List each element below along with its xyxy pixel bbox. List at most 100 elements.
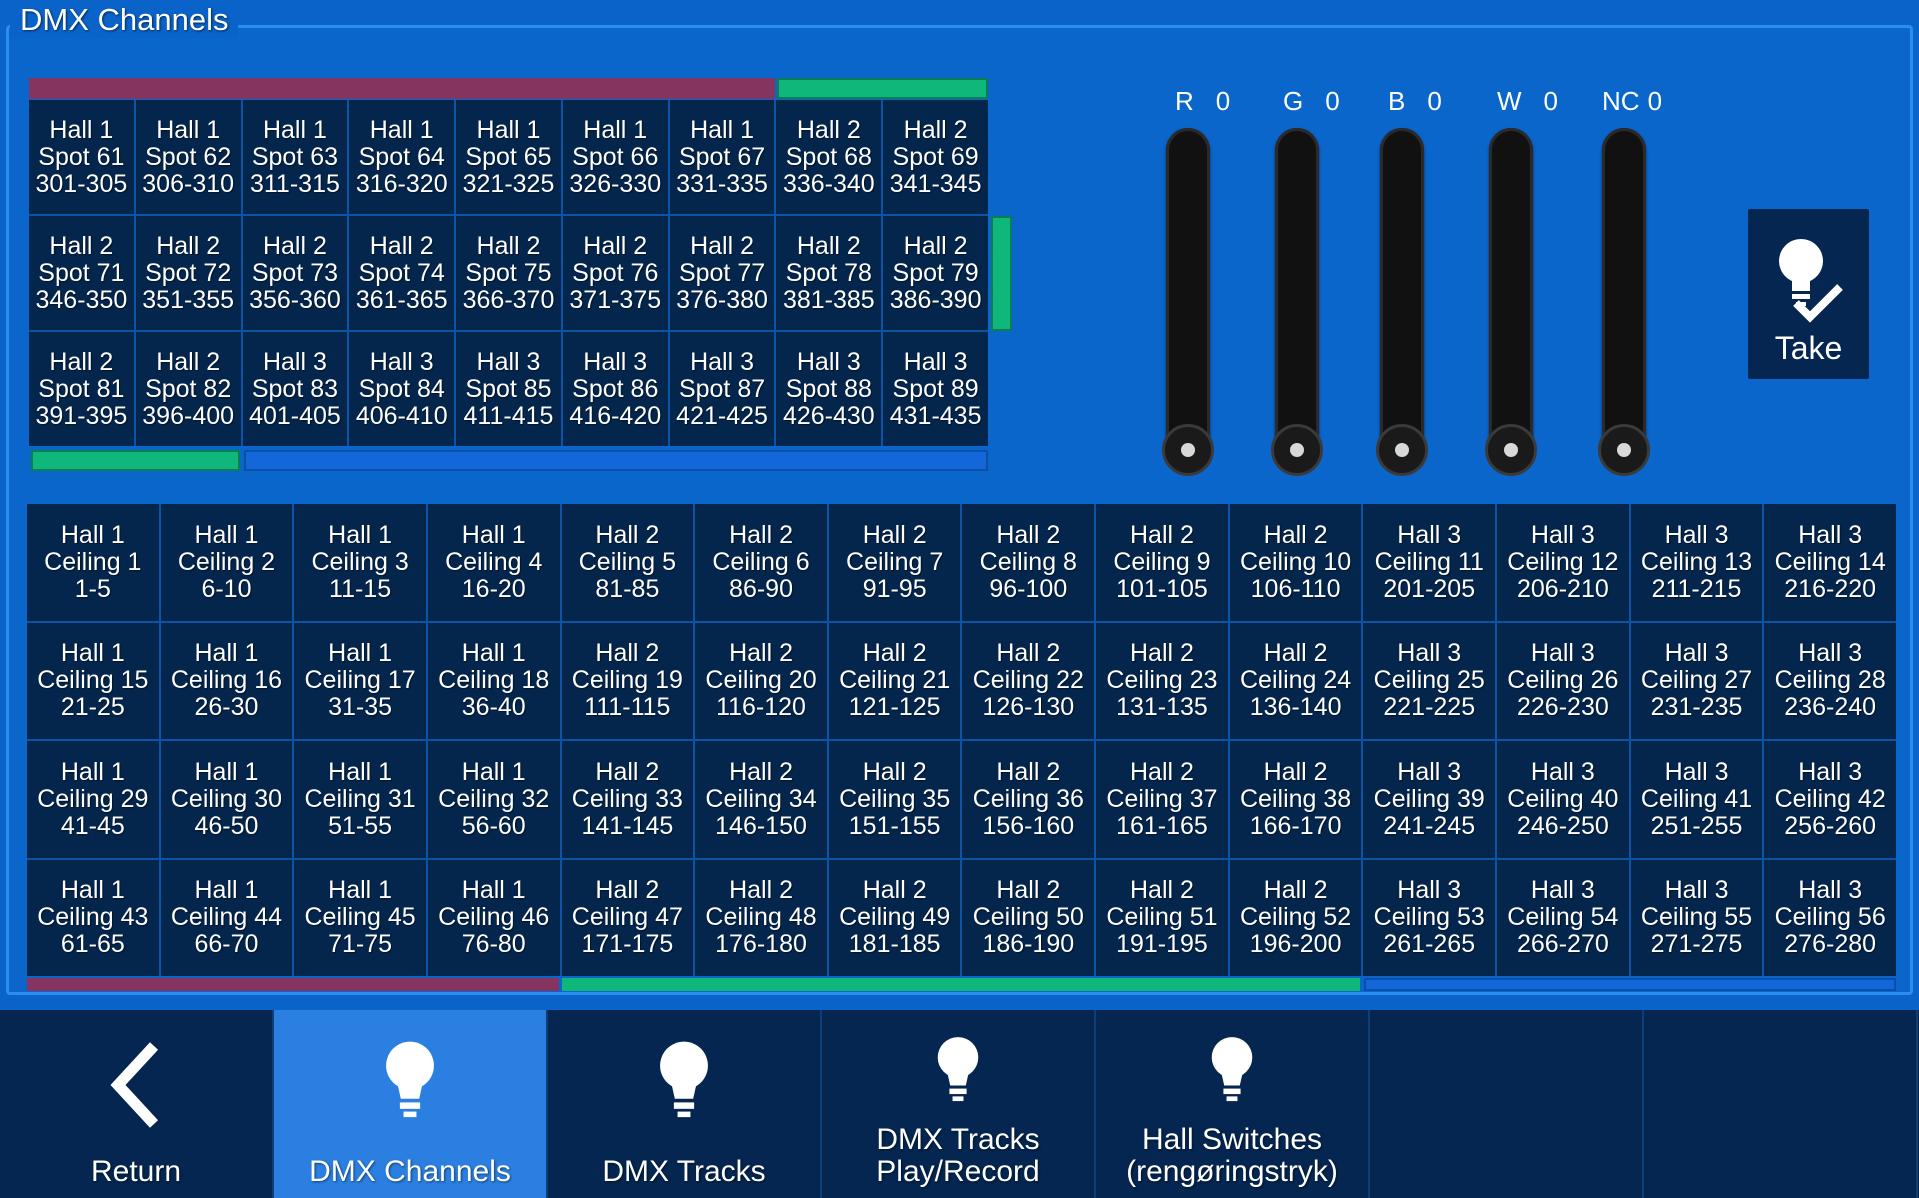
ceiling-channel-button[interactable]: Hall 2 Ceiling 9 101-105: [1096, 504, 1228, 621]
nav-dmx-tracks[interactable]: DMX Tracks: [548, 1010, 822, 1198]
ceiling-channel-button[interactable]: Hall 2 Ceiling 21 121-125: [828, 622, 961, 739]
ceiling-channel-button[interactable]: Hall 3 Ceiling 13 211-215: [1630, 504, 1763, 621]
spot-channel-button[interactable]: Hall 2 Spot 78 381-385: [776, 216, 882, 330]
ceiling-channel-button[interactable]: Hall 3 Ceiling 41 251-255: [1630, 741, 1763, 858]
ceiling-channel-button[interactable]: Hall 2 Ceiling 51 191-195: [1096, 859, 1228, 976]
ceiling-channel-button[interactable]: Hall 3 Ceiling 56 276-280: [1764, 859, 1896, 976]
ceiling-channel-button[interactable]: Hall 2 Ceiling 7 91-95: [828, 504, 961, 621]
spot-channel-button[interactable]: Hall 3 Spot 85 411-415: [456, 332, 561, 446]
ceiling-channel-button[interactable]: Hall 2 Ceiling 23 131-135: [1096, 622, 1228, 739]
spot-channel-button[interactable]: Hall 2 Spot 81 391-395: [29, 332, 134, 446]
slider-knob-w[interactable]: [1485, 424, 1537, 476]
ceiling-channel-button[interactable]: Hall 2 Ceiling 6 86-90: [695, 504, 827, 621]
nav-return[interactable]: Return: [0, 1010, 274, 1198]
spot-channel-button[interactable]: Hall 3 Spot 84 406-410: [349, 332, 455, 446]
ceiling-channel-button[interactable]: Hall 1 Ceiling 4 16-20: [427, 504, 560, 621]
spot-channel-button[interactable]: Hall 3 Spot 88 426-430: [776, 332, 882, 446]
ceiling-channel-button[interactable]: Hall 2 Ceiling 24 136-140: [1229, 622, 1362, 739]
ceiling-channel-button[interactable]: Hall 2 Ceiling 33 141-145: [561, 741, 694, 858]
ceiling-channel-button[interactable]: Hall 2 Ceiling 52 196-200: [1229, 859, 1362, 976]
spot-channel-button[interactable]: Hall 3 Spot 86 416-420: [562, 332, 668, 446]
ceiling-channel-button[interactable]: Hall 3 Ceiling 14 216-220: [1764, 504, 1896, 621]
spot-channel-button[interactable]: Hall 1 Spot 63 311-315: [242, 100, 348, 214]
slider-knob-b[interactable]: [1376, 424, 1428, 476]
nav-hall-switches[interactable]: Hall Switches (rengøringstryk): [1096, 1010, 1370, 1198]
ceiling-channel-button[interactable]: Hall 1 Ceiling 2 6-10: [160, 504, 293, 621]
ceiling-channel-button[interactable]: Hall 2 Ceiling 47 171-175: [561, 859, 694, 976]
ceiling-channel-button[interactable]: Hall 2 Ceiling 36 156-160: [962, 741, 1095, 858]
ceiling-channel-button[interactable]: Hall 1 Ceiling 43 61-65: [27, 859, 159, 976]
ceiling-channel-button[interactable]: Hall 1 Ceiling 46 76-80: [427, 859, 560, 976]
ceiling-channel-button[interactable]: Hall 3 Ceiling 11 201-205: [1363, 504, 1496, 621]
slider-track-r[interactable]: [1166, 128, 1210, 468]
spot-channel-button[interactable]: Hall 2 Spot 79 386-390: [883, 216, 988, 330]
spot-channel-button[interactable]: Hall 2 Spot 69 341-345: [883, 100, 988, 214]
ceiling-channel-button[interactable]: Hall 3 Ceiling 54 266-270: [1497, 859, 1629, 976]
ceiling-channel-button[interactable]: Hall 2 Ceiling 49 181-185: [828, 859, 961, 976]
spot-channel-button[interactable]: Hall 1 Spot 62 306-310: [135, 100, 241, 214]
ceiling-channel-button[interactable]: Hall 2 Ceiling 20 116-120: [695, 622, 827, 739]
slider-knob-g[interactable]: [1271, 424, 1323, 476]
ceiling-channel-button[interactable]: Hall 1 Ceiling 30 46-50: [160, 741, 293, 858]
ceiling-channel-button[interactable]: Hall 3 Ceiling 39 241-245: [1363, 741, 1496, 858]
ceiling-channel-button[interactable]: Hall 2 Ceiling 37 161-165: [1096, 741, 1228, 858]
ceiling-channel-button[interactable]: Hall 1 Ceiling 31 51-55: [294, 741, 426, 858]
slider-knob-nc[interactable]: [1598, 424, 1650, 476]
ceiling-channel-button[interactable]: Hall 2 Ceiling 34 146-150: [695, 741, 827, 858]
slider-track-g[interactable]: [1275, 128, 1319, 468]
ceiling-channel-button[interactable]: Hall 3 Ceiling 25 221-225: [1363, 622, 1496, 739]
ceiling-channel-button[interactable]: Hall 2 Ceiling 48 176-180: [695, 859, 827, 976]
nav-dmx-tracks[interactable]: DMX Tracks Play/Record: [822, 1010, 1096, 1198]
ceiling-channel-button[interactable]: Hall 1 Ceiling 1 1-5: [27, 504, 159, 621]
ceiling-channel-button[interactable]: Hall 1 Ceiling 15 21-25: [27, 622, 159, 739]
ceiling-channel-button[interactable]: Hall 3 Ceiling 12 206-210: [1497, 504, 1629, 621]
ceiling-channel-button[interactable]: Hall 1 Ceiling 45 71-75: [294, 859, 426, 976]
spot-channel-button[interactable]: Hall 1 Spot 67 331-335: [669, 100, 775, 214]
hall-label: Hall 1: [194, 639, 259, 668]
spot-channel-button[interactable]: Hall 2 Spot 75 366-370: [456, 216, 561, 330]
ceiling-channel-button[interactable]: Hall 2 Ceiling 19 111-115: [561, 622, 694, 739]
ceiling-channel-button[interactable]: Hall 2 Ceiling 10 106-110: [1229, 504, 1362, 621]
spot-channel-button[interactable]: Hall 2 Spot 68 336-340: [776, 100, 882, 214]
ceiling-channel-button[interactable]: Hall 1 Ceiling 44 66-70: [160, 859, 293, 976]
spot-channel-button[interactable]: Hall 2 Spot 76 371-375: [562, 216, 668, 330]
spot-channel-button[interactable]: Hall 2 Spot 71 346-350: [29, 216, 134, 330]
ceiling-channel-button[interactable]: Hall 2 Ceiling 35 151-155: [828, 741, 961, 858]
ceiling-channel-button[interactable]: Hall 1 Ceiling 32 56-60: [427, 741, 560, 858]
ceiling-channel-button[interactable]: Hall 1 Ceiling 17 31-35: [294, 622, 426, 739]
spot-channel-button[interactable]: Hall 1 Spot 66 326-330: [562, 100, 668, 214]
ceiling-channel-button[interactable]: Hall 2 Ceiling 22 126-130: [962, 622, 1095, 739]
spot-channel-button[interactable]: Hall 3 Spot 83 401-405: [242, 332, 348, 446]
ceiling-channel-button[interactable]: Hall 2 Ceiling 5 81-85: [561, 504, 694, 621]
ceiling-channel-button[interactable]: Hall 3 Ceiling 28 236-240: [1764, 622, 1896, 739]
ceiling-channel-button[interactable]: Hall 1 Ceiling 18 36-40: [427, 622, 560, 739]
ceiling-channel-button[interactable]: Hall 1 Ceiling 3 11-15: [294, 504, 426, 621]
spot-channel-button[interactable]: Hall 2 Spot 72 351-355: [135, 216, 241, 330]
spot-channel-button[interactable]: Hall 3 Spot 87 421-425: [669, 332, 775, 446]
slider-track-w[interactable]: [1489, 128, 1533, 468]
ceiling-channel-button[interactable]: Hall 3 Ceiling 40 246-250: [1497, 741, 1629, 858]
ceiling-channel-button[interactable]: Hall 3 Ceiling 27 231-235: [1630, 622, 1763, 739]
ceiling-channel-button[interactable]: Hall 1 Ceiling 29 41-45: [27, 741, 159, 858]
ceiling-channel-button[interactable]: Hall 3 Ceiling 42 256-260: [1764, 741, 1896, 858]
ceiling-channel-button[interactable]: Hall 2 Ceiling 50 186-190: [962, 859, 1095, 976]
ceiling-channel-button[interactable]: Hall 3 Ceiling 55 271-275: [1630, 859, 1763, 976]
slider-track-nc[interactable]: [1602, 128, 1646, 468]
nav-dmx-channels[interactable]: DMX Channels: [274, 1010, 548, 1198]
ceiling-channel-button[interactable]: Hall 3 Ceiling 26 226-230: [1497, 622, 1629, 739]
spot-channel-button[interactable]: Hall 2 Spot 77 376-380: [669, 216, 775, 330]
slider-knob-r[interactable]: [1162, 424, 1214, 476]
spot-channel-button[interactable]: Hall 1 Spot 61 301-305: [29, 100, 134, 214]
ceiling-channel-button[interactable]: Hall 3 Ceiling 53 261-265: [1363, 859, 1496, 976]
take-button[interactable]: Take: [1748, 209, 1869, 379]
spot-channel-button[interactable]: Hall 2 Spot 82 396-400: [135, 332, 241, 446]
spot-channel-button[interactable]: Hall 2 Spot 74 361-365: [349, 216, 455, 330]
ceiling-channel-button[interactable]: Hall 2 Ceiling 38 166-170: [1229, 741, 1362, 858]
spot-channel-button[interactable]: Hall 1 Spot 65 321-325: [456, 100, 561, 214]
ceiling-channel-button[interactable]: Hall 1 Ceiling 16 26-30: [160, 622, 293, 739]
spot-channel-button[interactable]: Hall 1 Spot 64 316-320: [349, 100, 455, 214]
spot-channel-button[interactable]: Hall 3 Spot 89 431-435: [883, 332, 988, 446]
slider-track-b[interactable]: [1380, 128, 1424, 468]
spot-channel-button[interactable]: Hall 2 Spot 73 356-360: [242, 216, 348, 330]
ceiling-channel-button[interactable]: Hall 2 Ceiling 8 96-100: [962, 504, 1095, 621]
